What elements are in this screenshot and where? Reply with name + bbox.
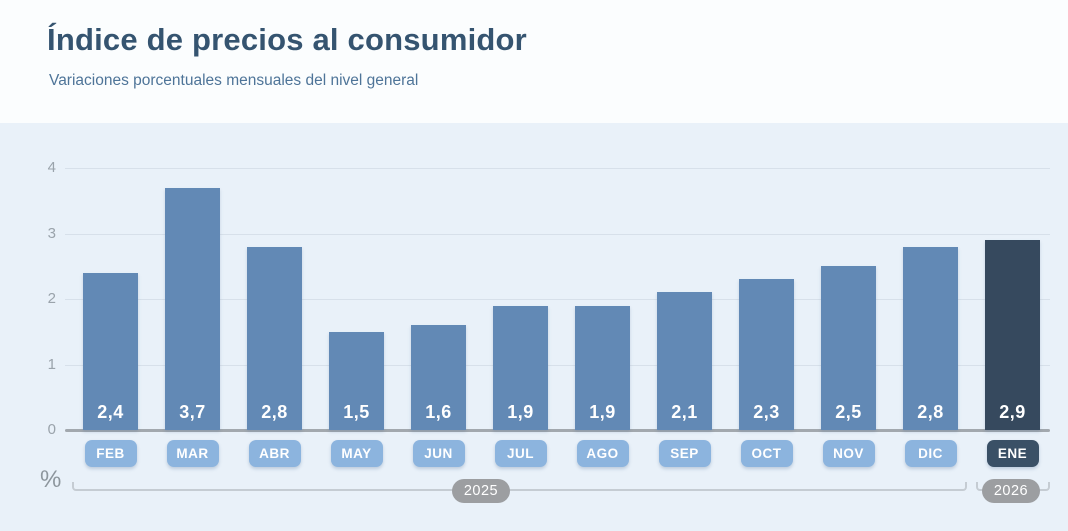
bar-sep: 2,1 [657, 292, 712, 430]
bar-value-label: 2,9 [999, 402, 1026, 422]
bar-jul: 1,9 [493, 306, 548, 430]
month-badge-jun: JUN [412, 440, 465, 467]
month-badge-feb: FEB [84, 440, 137, 467]
bar-value-label: 2,8 [917, 402, 944, 422]
month-badge-ago: AGO [576, 440, 629, 467]
y-tick-label-0: 0 [47, 421, 56, 438]
bar-ene: 2,9 [985, 240, 1040, 430]
bar-value-label: 1,5 [343, 402, 370, 422]
bar-value-label: 1,9 [589, 402, 616, 422]
y-tick-label-4: 4 [47, 159, 56, 176]
month-badge-mar: MAR [166, 440, 219, 467]
year-label-2026: 2026 [982, 479, 1040, 503]
bar-value-label: 2,4 [97, 402, 124, 422]
bar-jun: 1,6 [411, 325, 466, 430]
month-badge-dic: DIC [904, 440, 957, 467]
page-title: Índice de precios al consumidor [47, 22, 527, 57]
page-subtitle: Variaciones porcentuales mensuales del n… [49, 72, 419, 89]
y-tick-label-3: 3 [47, 224, 56, 242]
y-tick-label-2: 2 [47, 290, 56, 307]
month-badge-jul: JUL [494, 440, 547, 467]
bar-dic: 2,8 [903, 247, 958, 430]
bar-value-label: 2,5 [835, 402, 862, 422]
month-badge-may: MAY [330, 440, 383, 467]
month-badge-oct: OCT [740, 440, 793, 467]
bar-value-label: 1,9 [507, 402, 534, 422]
gridline-4 [65, 168, 1050, 169]
y-axis-unit-label: % [40, 466, 62, 493]
bar-oct: 2,3 [739, 279, 794, 430]
year-bracket-2025 [72, 482, 967, 491]
bar-value-label: 2,3 [753, 402, 780, 422]
month-badge-sep: SEP [658, 440, 711, 467]
gridline-0 [65, 429, 1050, 432]
gridline-1 [65, 364, 1050, 366]
bar-value-label: 2,8 [261, 402, 288, 422]
bar-value-label: 1,6 [425, 402, 452, 422]
bar-may: 1,5 [329, 332, 384, 430]
bar-ago: 1,9 [575, 306, 630, 430]
bar-value-label: 3,7 [179, 402, 206, 422]
bar-mar: 3,7 [165, 188, 220, 430]
bar-value-label: 2,1 [671, 402, 698, 422]
header [0, 0, 1068, 123]
y-tick-label-1: 1 [47, 355, 56, 373]
bar-abr: 2,8 [247, 247, 302, 430]
month-badge-nov: NOV [822, 440, 875, 467]
gridline-2 [65, 299, 1050, 300]
gridline-3 [65, 233, 1050, 235]
year-label-2025: 2025 [452, 479, 510, 503]
bar-feb: 2,4 [83, 273, 138, 430]
month-badge-ene: ENE [986, 440, 1039, 467]
bar-nov: 2,5 [821, 266, 876, 430]
month-badge-abr: ABR [248, 440, 301, 467]
